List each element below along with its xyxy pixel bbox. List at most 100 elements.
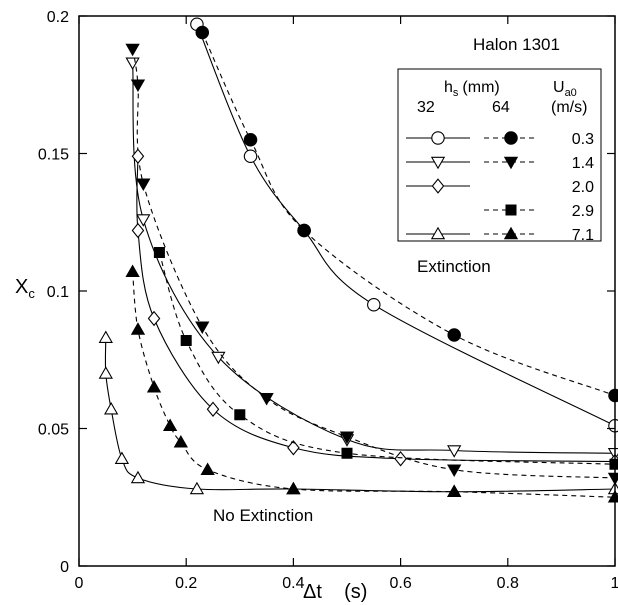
data-point [447, 445, 462, 458]
legend-col-32: 32 [417, 99, 435, 116]
legend-marker-32 [431, 178, 445, 194]
data-point [607, 481, 618, 495]
legend-label: 7.1 [572, 227, 594, 244]
series-line [104, 337, 616, 493]
legend-label: 1.4 [572, 155, 594, 172]
data-point [394, 451, 407, 467]
data-point [607, 472, 618, 486]
data-point [180, 334, 192, 347]
x-axis-title: Δt (s) [303, 581, 367, 603]
series-line [132, 271, 616, 498]
data-point [131, 148, 145, 164]
data-point [173, 434, 188, 448]
data-point [130, 322, 146, 335]
data-point [104, 401, 119, 415]
annotation-no-extinction: No Extinction [213, 506, 313, 525]
annotation-halon: Halon 1301 [473, 35, 560, 54]
legend-row: 7.1 [406, 226, 594, 244]
legend-row: 2.9 [484, 203, 594, 220]
legend-row: 0.3 [406, 131, 594, 148]
data-point [608, 419, 618, 433]
legend-marker-32 [430, 226, 446, 240]
data-point [125, 264, 140, 277]
legend-marker-64 [503, 156, 519, 170]
data-point [608, 388, 618, 403]
data-point [609, 458, 618, 470]
annotation-extinction: Extinction [417, 257, 491, 276]
data-point [367, 297, 381, 312]
legend-rows: 0.3 1.4 2.0 2.9 7.1 [406, 131, 594, 244]
series-32-2.0 [131, 148, 618, 470]
legend-marker-32 [430, 156, 446, 170]
x-tick-label: 1 [611, 575, 618, 592]
data-point [130, 79, 146, 93]
legend-marker-64 [504, 131, 518, 145]
data-point [189, 481, 205, 495]
series-line [132, 62, 616, 454]
y-tick-label: 0.2 [47, 9, 69, 26]
data-point [195, 25, 210, 40]
y-tick-label: 0.05 [38, 422, 69, 439]
series-layer [98, 17, 618, 503]
data-point [339, 431, 355, 445]
series-line [201, 32, 616, 397]
legend-row: 2.0 [406, 178, 594, 196]
y-tick-label: 0.1 [47, 284, 69, 301]
data-point [243, 133, 258, 147]
x-tick-label: 0.8 [497, 575, 519, 592]
data-point [153, 246, 165, 259]
data-point [125, 43, 140, 57]
series-line [158, 252, 616, 465]
data-point [287, 440, 300, 456]
data-point [131, 222, 145, 239]
data-point [125, 57, 140, 71]
data-point [146, 379, 162, 393]
ticks-layer: 0 0.2 0.4 0.6 0.8 1 0 0.05 0.1 0.15 0.2 [38, 9, 618, 592]
data-point [147, 310, 161, 327]
legend-marker-64 [505, 204, 517, 216]
data-point [286, 481, 301, 495]
data-point [136, 178, 151, 192]
data-point [114, 451, 130, 464]
series-32-7.1 [98, 330, 618, 497]
legend-header-u-unit: (m/s) [551, 99, 587, 116]
data-point [341, 447, 353, 459]
data-point [98, 330, 113, 343]
data-point [136, 214, 151, 227]
data-point [162, 418, 178, 431]
legend-header-u: Ua0 [553, 79, 577, 99]
legend-marker-32 [431, 131, 445, 145]
legend-label: 0.3 [572, 131, 594, 148]
data-point [98, 366, 113, 379]
y-axis-title: Xc [15, 276, 35, 301]
data-point [243, 149, 258, 164]
series-line [136, 156, 616, 463]
data-point [200, 462, 215, 475]
series-line [196, 24, 616, 427]
data-point [206, 401, 220, 417]
data-point [297, 223, 311, 238]
legend-header-hs: hs (mm) [444, 79, 500, 99]
data-point [447, 484, 462, 497]
data-point [447, 464, 462, 478]
data-point [259, 393, 274, 406]
y-tick-label: 0 [60, 559, 69, 576]
series-64-2.9 [153, 246, 618, 470]
legend-col-64: 64 [492, 99, 510, 116]
legend: hs (mm) Ua0 32 64 (m/s) 0.3 1.4 2.0 2.9 7.1 [397, 68, 602, 244]
legend-label: 2.9 [572, 203, 594, 220]
legend-box [397, 68, 602, 242]
x-tick-label: 0.2 [175, 575, 197, 592]
data-point [234, 409, 246, 421]
y-axis-title-sub: c [28, 286, 35, 301]
data-point [447, 328, 461, 342]
x-tick-label: 0.6 [389, 575, 411, 592]
legend-marker-64 [503, 226, 519, 240]
data-point [195, 321, 210, 335]
y-tick-label: 0.15 [38, 147, 69, 164]
legend-row: 1.4 [406, 155, 594, 172]
x-tick-label: 0 [75, 575, 84, 592]
legend-label: 2.0 [572, 179, 594, 196]
x-tick-label: 0.4 [282, 575, 304, 592]
